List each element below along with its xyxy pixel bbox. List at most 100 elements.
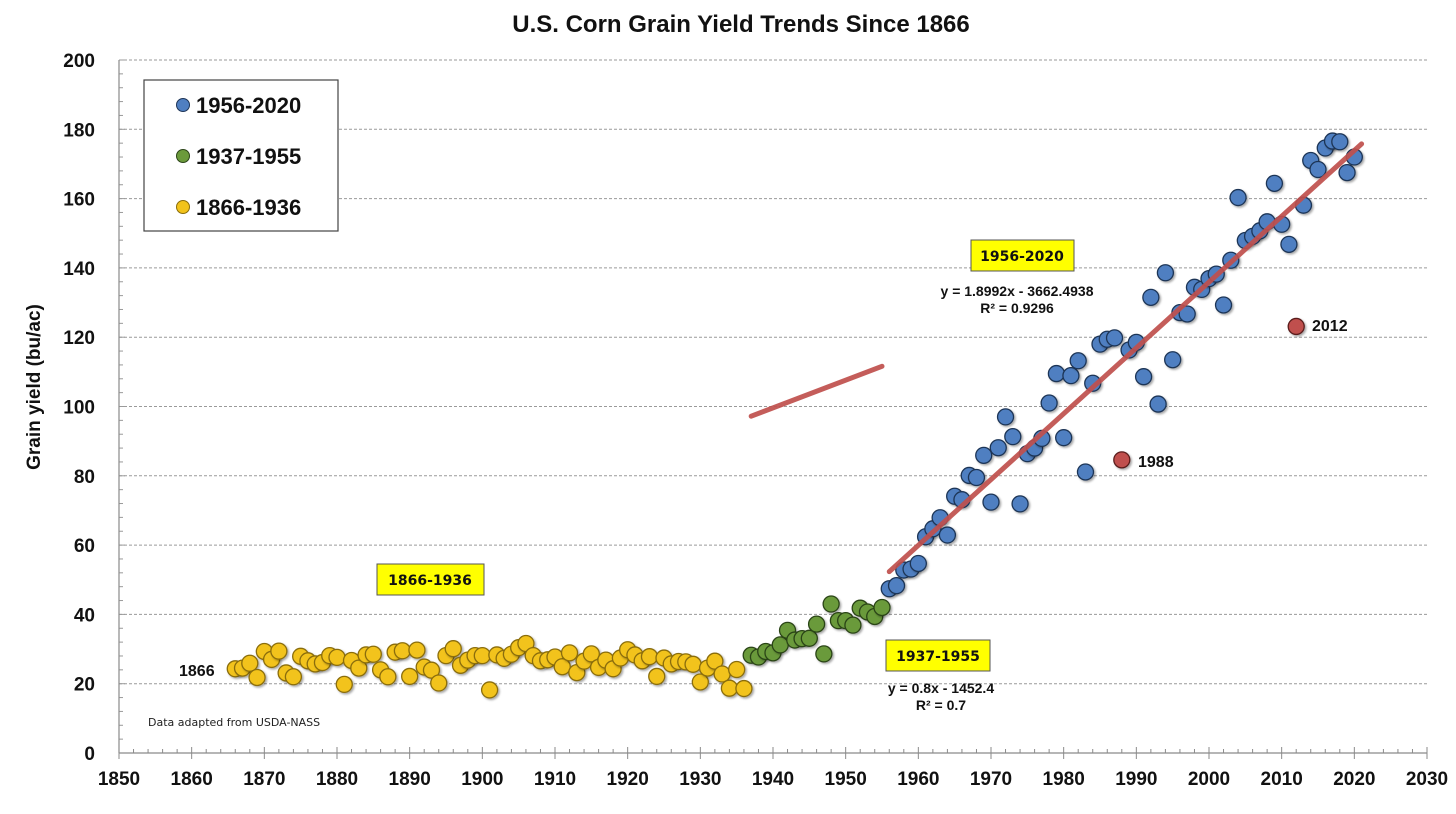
x-tick-label-1900: 1900: [461, 769, 503, 790]
point-1987: [1105, 329, 1124, 347]
point-1981: [1062, 367, 1080, 385]
x-tick-label-1850: 1850: [98, 769, 140, 790]
point-1935: [728, 660, 746, 679]
source-note: Data adapted from USDA-NASS: [148, 716, 320, 729]
series-1866-1936: [226, 634, 753, 699]
point-1973: [1004, 427, 1022, 446]
point-1930: [691, 673, 709, 691]
point-1894: [430, 674, 448, 692]
point-1891: [408, 641, 426, 659]
x-tick-label-2000: 2000: [1188, 769, 1230, 790]
chart-title: U.S. Corn Grain Yield Trends Since 1866: [512, 11, 970, 38]
x-tick-label-1990: 1990: [1115, 769, 1157, 790]
point-2002: [1214, 296, 1233, 314]
y-tick-label-200: 200: [63, 51, 95, 72]
point-1947: [815, 645, 833, 663]
x-tick-label-1890: 1890: [389, 769, 431, 790]
trendline-1937-1955: [748, 363, 885, 419]
data-points: [226, 132, 1363, 699]
r2-1956-2020: R² = 0.9296: [980, 300, 1054, 316]
y-tick-label-120: 120: [63, 328, 95, 349]
point-1872: [270, 642, 288, 660]
point-1946: [807, 615, 826, 633]
series-drought-years: [1113, 317, 1305, 469]
legend-marker-1956-2020: [176, 98, 190, 112]
equation-1956-2020: y = 1.8992x - 3662.4938: [941, 283, 1094, 299]
y-tick-label-80: 80: [74, 467, 95, 488]
x-tick-label-1860: 1860: [171, 769, 213, 790]
y-tick-label-20: 20: [74, 675, 95, 696]
point-1982: [1069, 352, 1087, 370]
x-tick-label-1870: 1870: [243, 769, 285, 790]
r2-1937-1955: R² = 0.7: [916, 697, 966, 713]
point-1881: [335, 675, 353, 694]
point-2004: [1229, 188, 1247, 207]
point-1889: [393, 642, 412, 660]
point-2012: [1287, 317, 1305, 336]
point-1994: [1156, 264, 1175, 282]
y-tick-label-180: 180: [63, 120, 95, 141]
trendlines: [748, 141, 1365, 575]
axes: [118, 59, 1428, 759]
point-1948: [822, 595, 840, 613]
point-1964: [938, 526, 957, 544]
point-1988: [1113, 451, 1131, 469]
y-tick-label-0: 0: [84, 744, 95, 765]
equation-1937-1955: y = 0.8x - 1452.4: [888, 680, 994, 696]
point-1945: [800, 629, 818, 647]
point-1885: [364, 645, 382, 663]
point-1991: [1134, 368, 1153, 386]
point-1880: [328, 648, 346, 667]
point-1912: [560, 644, 579, 662]
point-1971: [989, 439, 1007, 457]
point-1951: [844, 616, 862, 634]
point-2009: [1265, 174, 1284, 193]
point-2011: [1280, 235, 1298, 253]
legend-marker-1866-1936: [176, 200, 190, 214]
x-tick-label-1960: 1960: [897, 769, 939, 790]
y-tick-label-40: 40: [74, 605, 95, 626]
point-1933: [713, 665, 731, 683]
point-1929: [684, 655, 702, 673]
y-tick-label-160: 160: [63, 190, 95, 211]
legend: 1956-2020 1937-1955 1866-1936: [143, 79, 339, 232]
point-1974: [1011, 495, 1029, 513]
point-1869: [248, 668, 266, 687]
y-tick-label-60: 60: [74, 536, 95, 557]
point-1960: [909, 554, 927, 573]
point-1980: [1055, 429, 1073, 447]
legend-label-1866-1936: 1866-1936: [196, 195, 301, 220]
label-1988: 1988: [1138, 454, 1174, 471]
y-tick-label-140: 140: [63, 259, 95, 280]
x-tick-label-1920: 1920: [607, 769, 649, 790]
point-1874: [284, 668, 303, 686]
point-1972: [996, 408, 1015, 426]
annotation-box-1866-1936-text: 1866-1936: [388, 573, 472, 589]
label-2012: 2012: [1312, 318, 1348, 335]
point-1979: [1047, 364, 1066, 383]
x-tick-label-1940: 1940: [752, 769, 794, 790]
x-tick-label-1910: 1910: [534, 769, 576, 790]
point-1911: [553, 658, 571, 676]
x-tick-label-1930: 1930: [679, 769, 721, 790]
annotation-box-1956-2020: 1956-2020: [970, 239, 1075, 272]
x-tick-label-1880: 1880: [316, 769, 358, 790]
point-1915: [582, 645, 600, 663]
point-1868: [241, 654, 259, 672]
legend-label-1937-1955: 1937-1955: [196, 144, 301, 169]
x-tick-label-1970: 1970: [970, 769, 1012, 790]
point-1901: [480, 681, 499, 699]
point-1932: [706, 652, 724, 670]
point-1924: [648, 667, 666, 686]
point-1890: [401, 667, 419, 686]
trendline-1956-2020: [886, 141, 1365, 575]
y-axis-label: Grain yield (bu/ac): [24, 304, 45, 470]
point-1969: [975, 446, 993, 465]
x-tick-labels: 1850 1860 1870 1880 1890 1900 1910 1920 1930 1940…: [98, 769, 1448, 790]
point-1997: [1178, 305, 1196, 323]
x-tick-label-2020: 2020: [1333, 769, 1375, 790]
legend-label-1956-2020: 1956-2020: [196, 93, 301, 118]
x-tick-label-1950: 1950: [825, 769, 867, 790]
point-1900: [473, 646, 491, 665]
